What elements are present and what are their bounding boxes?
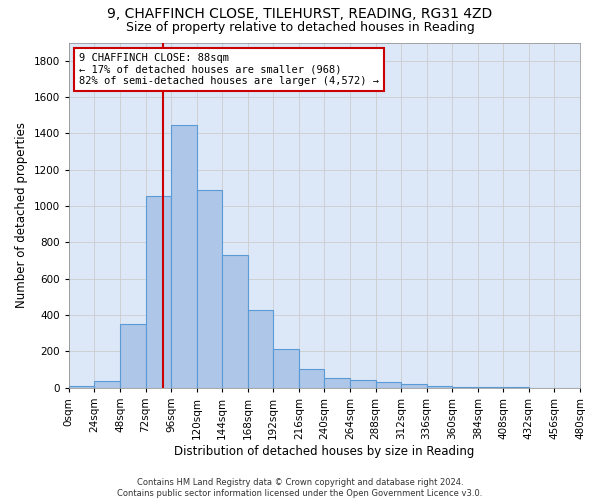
Bar (299, 368, 325, 388)
Bar (376, 382, 401, 388)
Bar (146, 196, 171, 388)
Bar (478, 387, 503, 388)
Bar (222, 255, 248, 388)
Bar (325, 378, 350, 388)
Bar (69, 386, 94, 388)
Text: 9, CHAFFINCH CLOSE, TILEHURST, READING, RG31 4ZD: 9, CHAFFINCH CLOSE, TILEHURST, READING, … (107, 8, 493, 22)
Bar (401, 384, 427, 388)
X-axis label: Distribution of detached houses by size in Reading: Distribution of detached houses by size … (174, 444, 475, 458)
Bar (120, 324, 146, 388)
Bar (427, 386, 452, 388)
Bar (197, 190, 222, 388)
Bar (248, 310, 273, 388)
Bar (273, 348, 299, 388)
Bar (171, 125, 197, 388)
Text: 9 CHAFFINCH CLOSE: 88sqm
← 17% of detached houses are smaller (968)
82% of semi-: 9 CHAFFINCH CLOSE: 88sqm ← 17% of detach… (79, 53, 379, 86)
Bar (94, 382, 120, 388)
Bar (452, 387, 478, 388)
Y-axis label: Number of detached properties: Number of detached properties (15, 122, 28, 308)
Text: Contains HM Land Registry data © Crown copyright and database right 2024.
Contai: Contains HM Land Registry data © Crown c… (118, 478, 482, 498)
Text: Size of property relative to detached houses in Reading: Size of property relative to detached ho… (125, 21, 475, 34)
Bar (350, 380, 376, 388)
